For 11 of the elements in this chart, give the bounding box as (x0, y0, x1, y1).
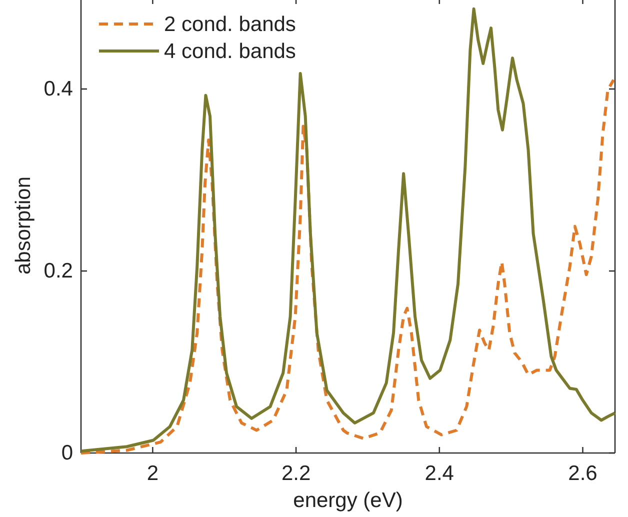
y-tick-label: 0.2 (44, 260, 73, 283)
y-tick-label: 0 (61, 442, 73, 465)
x-axis-title: energy (eV) (293, 489, 403, 512)
y-axis-title: absorption (12, 176, 35, 275)
x-tick-label: 2 (146, 462, 159, 485)
x-tick-label: 2.6 (568, 462, 598, 485)
legend-label: 2 cond. bands (164, 13, 296, 36)
y-tick-label: 0.4 (44, 78, 74, 101)
x-tick-label: 2.4 (424, 462, 454, 485)
legend-label: 4 cond. bands (164, 40, 296, 63)
x-tick-label: 2.2 (281, 462, 311, 485)
